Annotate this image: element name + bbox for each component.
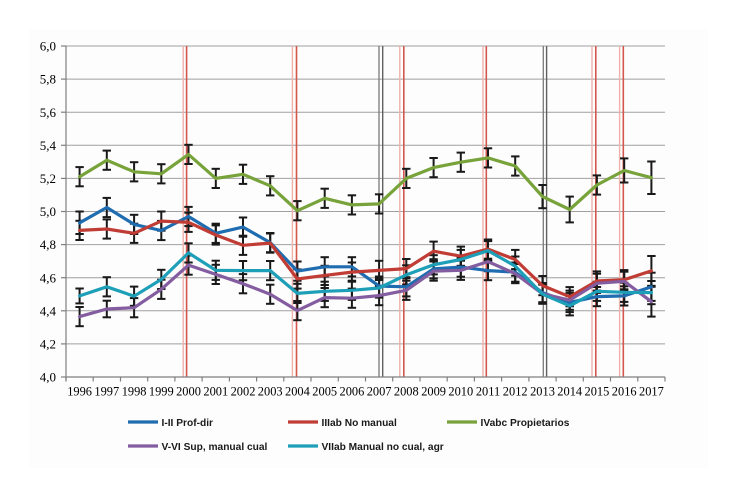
svg-text:5,8: 5,8 bbox=[40, 72, 56, 87]
svg-text:2017: 2017 bbox=[639, 385, 664, 399]
svg-text:1996: 1996 bbox=[67, 385, 92, 399]
svg-text:1998: 1998 bbox=[122, 385, 147, 399]
svg-text:4,2: 4,2 bbox=[40, 337, 56, 352]
svg-text:1997: 1997 bbox=[94, 385, 119, 399]
svg-text:2006: 2006 bbox=[340, 385, 365, 399]
svg-text:5,4: 5,4 bbox=[40, 138, 57, 153]
svg-text:2004: 2004 bbox=[285, 385, 310, 399]
svg-text:2014: 2014 bbox=[557, 385, 582, 399]
svg-text:2008: 2008 bbox=[394, 385, 419, 399]
svg-text:2011: 2011 bbox=[476, 385, 500, 399]
svg-text:2015: 2015 bbox=[585, 385, 610, 399]
svg-text:2012: 2012 bbox=[503, 385, 528, 399]
svg-text:5,6: 5,6 bbox=[40, 105, 57, 120]
svg-text:I-II Prof-dir: I-II Prof-dir bbox=[162, 418, 214, 429]
svg-text:V-VI Sup, manual cual: V-VI Sup, manual cual bbox=[162, 442, 268, 453]
svg-text:4,6: 4,6 bbox=[40, 270, 57, 285]
svg-text:VIIab Manual no cual, agr: VIIab Manual no cual, agr bbox=[322, 442, 444, 453]
svg-text:2016: 2016 bbox=[612, 385, 637, 399]
svg-text:4,8: 4,8 bbox=[40, 237, 56, 252]
svg-text:2010: 2010 bbox=[448, 385, 473, 399]
svg-text:IVabc Propietarios: IVabc Propietarios bbox=[481, 418, 570, 429]
svg-text:2000: 2000 bbox=[176, 385, 201, 399]
svg-text:1999: 1999 bbox=[149, 385, 174, 399]
svg-text:2009: 2009 bbox=[421, 385, 446, 399]
svg-text:2007: 2007 bbox=[367, 385, 392, 399]
svg-text:2003: 2003 bbox=[258, 385, 283, 399]
svg-text:5,0: 5,0 bbox=[40, 204, 56, 219]
svg-text:2013: 2013 bbox=[530, 385, 555, 399]
svg-text:2001: 2001 bbox=[203, 385, 228, 399]
svg-text:2005: 2005 bbox=[312, 385, 337, 399]
svg-text:6,0: 6,0 bbox=[40, 39, 56, 54]
svg-text:5,2: 5,2 bbox=[40, 171, 56, 186]
svg-text:4,4: 4,4 bbox=[40, 303, 57, 318]
svg-text:2002: 2002 bbox=[231, 385, 256, 399]
svg-text:IIIab No manual: IIIab No manual bbox=[322, 418, 397, 429]
svg-text:4,0: 4,0 bbox=[40, 370, 56, 385]
